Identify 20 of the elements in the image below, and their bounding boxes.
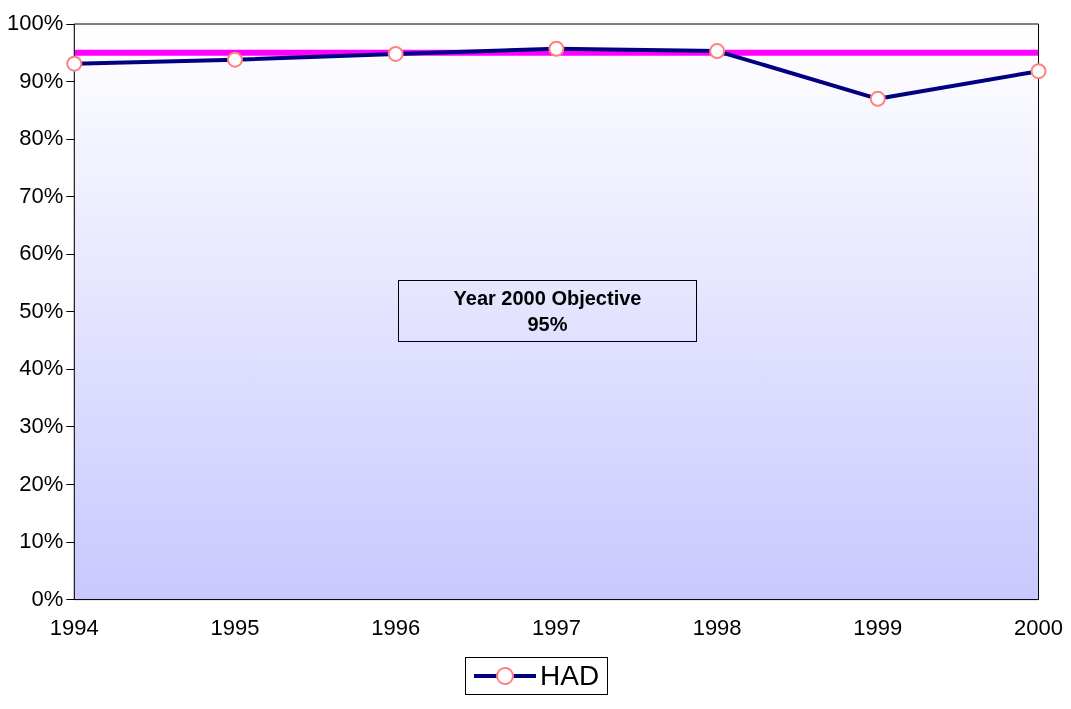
legend-label: HAD	[540, 660, 600, 692]
y-tick-label: 70%	[19, 182, 64, 208]
annotation: Year 2000 Objective 95%	[398, 280, 697, 342]
x-tick-label: 1997	[531, 614, 581, 640]
x-tick-label: 1996	[371, 614, 421, 640]
x-tick-label: 2000	[1014, 614, 1064, 640]
y-tick-label: 40%	[19, 355, 64, 381]
x-tick-label: 1999	[853, 614, 903, 640]
y-tick-label: 60%	[19, 240, 64, 266]
y-tick-label: 20%	[19, 470, 64, 496]
x-tick-label: 1995	[210, 614, 260, 640]
y-tick-label: 90%	[19, 67, 64, 93]
y-tick-label: 50%	[19, 297, 64, 323]
y-tick-label: 30%	[19, 412, 64, 438]
y-tick-label: 100%	[6, 10, 64, 36]
x-tick-label: 1994	[49, 614, 99, 640]
y-tick-label: 0%	[31, 585, 64, 611]
x-tick-label: 1998	[692, 614, 742, 640]
y-tick-label: 80%	[19, 125, 64, 151]
y-tick-label: 10%	[19, 528, 64, 554]
